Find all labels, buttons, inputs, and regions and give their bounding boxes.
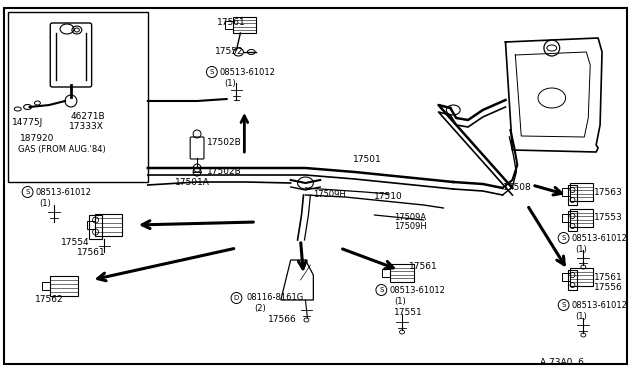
Bar [8,12,148,182]
Text: S: S [379,287,383,293]
Bar [89,215,102,239]
Text: 17552: 17552 [215,47,243,56]
Bar [570,268,593,286]
Text: 17502B: 17502B [207,167,242,176]
Bar [570,209,593,227]
Text: 14775J: 14775J [12,118,43,127]
Text: A 73A0  6: A 73A0 6 [540,358,584,367]
Text: 08513-61012: 08513-61012 [389,286,445,295]
Bar [382,269,390,277]
Text: S: S [26,189,30,195]
Text: 17556: 17556 [594,283,623,292]
Text: 17561: 17561 [217,18,246,27]
Text: (1): (1) [575,312,587,321]
Text: 46271B: 46271B [71,112,106,121]
Text: S: S [561,235,566,241]
Text: 17509A: 17509A [394,213,426,222]
Text: 17501A: 17501A [175,178,211,187]
Text: 17553: 17553 [594,213,623,222]
Bar [42,282,51,290]
Text: (1): (1) [394,297,406,306]
Text: 17551: 17551 [394,308,423,317]
Text: 08513-61012: 08513-61012 [220,68,276,77]
Text: (1): (1) [225,79,236,88]
Text: 17563: 17563 [594,188,623,197]
Text: 17333X: 17333X [69,122,104,131]
Text: 08513-61012: 08513-61012 [572,234,627,243]
Text: 08116-8161G: 08116-8161G [246,293,303,302]
Text: S: S [561,302,566,308]
Text: 17562: 17562 [35,295,63,304]
Text: S: S [210,69,214,75]
Text: 17510: 17510 [374,192,403,201]
Text: 17509H: 17509H [314,190,346,199]
Text: 17566: 17566 [268,315,297,324]
Bar [562,188,570,196]
Bar [570,183,593,201]
Text: (2): (2) [254,304,266,313]
Bar [568,211,577,231]
Text: 17501: 17501 [353,155,381,164]
Bar [86,221,95,229]
Text: 17561: 17561 [594,273,623,282]
Text: 17561: 17561 [409,262,438,271]
Text: 17508: 17508 [502,183,531,192]
Bar [95,214,122,236]
Bar [225,21,232,29]
Text: 187920: 187920 [20,134,54,143]
Bar [562,273,570,281]
Text: (1): (1) [40,199,51,208]
Text: 17554: 17554 [61,238,90,247]
Bar [232,17,256,33]
Text: 08513-61012: 08513-61012 [35,188,92,197]
Text: 17561: 17561 [77,248,106,257]
Bar [568,185,577,205]
Text: 17509H: 17509H [394,222,427,231]
Text: GAS (FROM AUG.'84): GAS (FROM AUG.'84) [18,145,106,154]
Bar [390,264,414,282]
Bar [562,214,570,222]
Text: 17502B: 17502B [207,138,242,147]
Bar [568,270,577,290]
Text: 08513-61012: 08513-61012 [572,301,627,310]
Text: (1): (1) [575,245,587,254]
Text: D: D [234,295,239,301]
Bar [51,276,78,296]
